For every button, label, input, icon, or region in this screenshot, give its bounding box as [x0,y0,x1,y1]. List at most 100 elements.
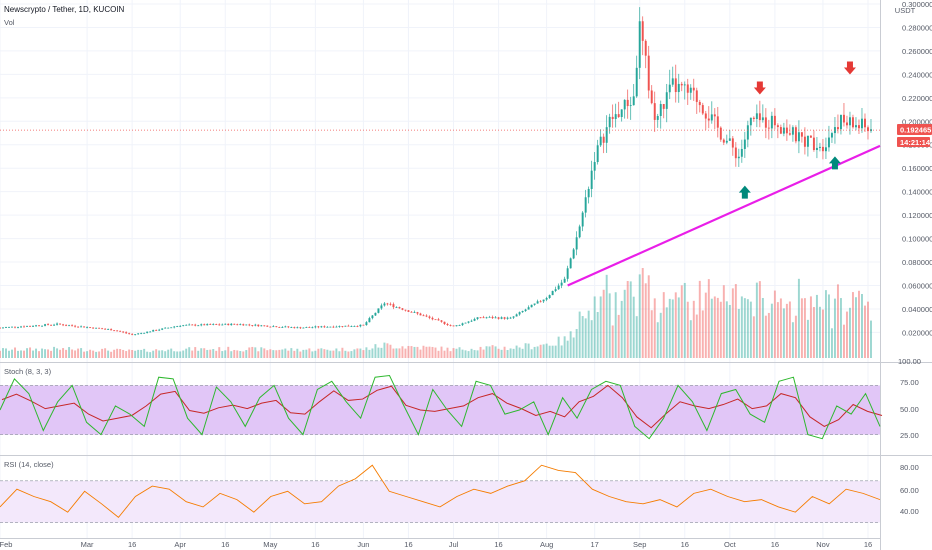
candle[interactable] [488,316,491,318]
candle[interactable] [302,327,305,329]
candle[interactable] [410,311,413,313]
candle[interactable] [263,325,266,327]
candle[interactable] [143,332,146,334]
candle[interactable] [377,308,380,313]
candle[interactable] [788,133,791,135]
candle[interactable] [203,324,206,326]
candle[interactable] [752,117,755,120]
candle[interactable] [629,105,632,107]
candle[interactable] [20,326,22,328]
candle[interactable] [164,327,167,329]
candle[interactable] [71,325,74,327]
candle[interactable] [17,327,19,328]
candle[interactable] [332,326,335,328]
candle[interactable] [23,326,26,328]
candle[interactable] [128,333,131,335]
candle[interactable] [290,327,293,328]
candle[interactable] [350,326,353,328]
candle[interactable] [554,289,557,291]
candle[interactable] [800,132,803,137]
candle[interactable] [452,325,455,327]
candle[interactable] [713,114,716,117]
candle[interactable] [776,125,779,128]
candle[interactable] [170,327,173,329]
candle[interactable] [608,116,611,128]
candle[interactable] [32,326,35,327]
candle[interactable] [584,197,587,213]
candle[interactable] [836,127,839,130]
candle[interactable] [764,117,767,128]
candle[interactable] [797,132,800,142]
candle[interactable] [437,319,440,321]
candle[interactable] [287,326,290,328]
candle[interactable] [374,312,377,316]
candle[interactable] [494,317,497,319]
candle[interactable] [746,125,749,140]
candle[interactable] [275,326,278,328]
candle[interactable] [74,325,77,327]
candle[interactable] [194,324,197,326]
candle[interactable] [770,115,773,129]
candle[interactable] [731,138,734,148]
candle[interactable] [533,303,536,305]
candle[interactable] [122,331,125,333]
candle[interactable] [113,330,116,332]
candle[interactable] [359,324,362,327]
candle[interactable] [398,307,401,309]
candle[interactable] [605,127,608,143]
candle[interactable] [356,326,359,327]
candle[interactable] [278,327,281,328]
candle[interactable] [293,327,296,329]
candle[interactable] [323,326,326,328]
candle[interactable] [560,282,563,286]
candle[interactable] [476,317,479,319]
candle[interactable] [596,145,599,163]
candle[interactable] [83,326,86,328]
candle[interactable] [62,324,65,326]
candle[interactable] [416,312,419,314]
candle[interactable] [728,138,731,141]
trendline[interactable] [567,144,881,287]
candle[interactable] [329,326,332,328]
candle[interactable] [116,330,119,332]
candle[interactable] [365,322,368,326]
candle[interactable] [551,290,554,296]
candle[interactable] [737,156,740,159]
candle[interactable] [125,332,128,334]
candle[interactable] [614,114,617,120]
candle[interactable] [851,117,854,128]
candle[interactable] [80,326,83,328]
candle[interactable] [239,324,242,326]
candle[interactable] [188,324,191,326]
candle[interactable] [368,318,371,323]
candle[interactable] [50,324,53,326]
candle[interactable] [587,188,590,198]
candle[interactable] [830,133,833,138]
candle[interactable] [734,147,737,159]
candle[interactable] [740,148,743,157]
candle[interactable] [389,303,392,305]
candle[interactable] [233,323,236,325]
candle[interactable] [506,317,509,319]
candle[interactable] [599,136,602,146]
candle[interactable] [44,324,47,326]
candle[interactable] [683,84,686,86]
candle[interactable] [281,327,284,328]
candle[interactable] [602,136,605,143]
candle[interactable] [692,87,695,91]
candle[interactable] [653,103,656,120]
candle[interactable] [305,327,308,328]
arrow-up-icon[interactable] [738,185,751,199]
candle[interactable] [545,297,548,300]
candle[interactable] [8,326,10,328]
candle[interactable] [371,315,374,319]
candle[interactable] [611,116,614,120]
candle[interactable] [566,268,569,279]
candle[interactable] [104,328,107,330]
candle[interactable] [266,325,269,327]
candle[interactable] [158,329,161,331]
candle[interactable] [335,326,338,328]
candle[interactable] [173,326,176,328]
candle[interactable] [386,303,389,305]
price-axis[interactable]: 0.020000 0.040000 0.060000 0.080000 0.100000… [902,0,932,337]
